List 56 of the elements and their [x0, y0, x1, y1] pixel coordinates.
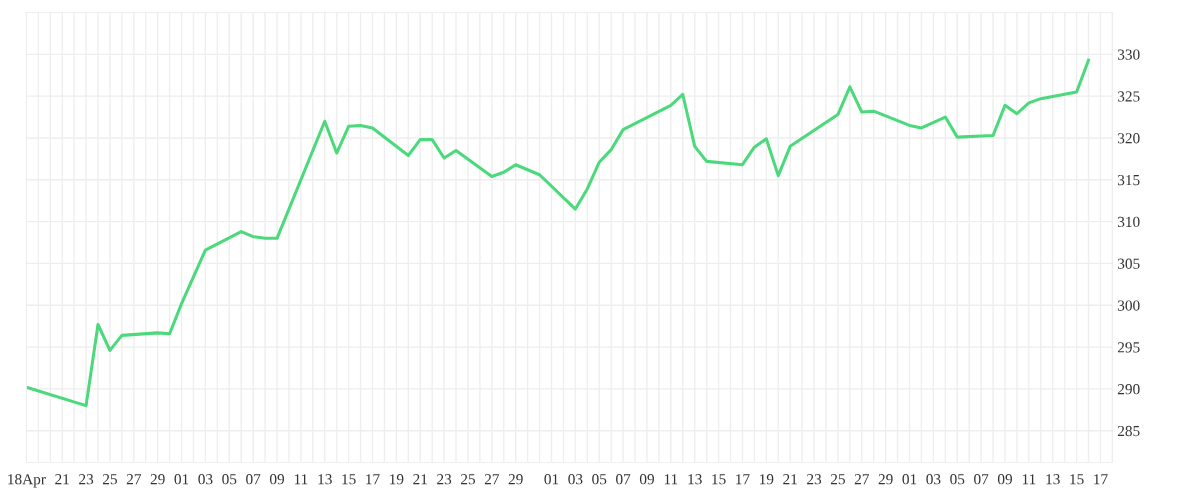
y-tick-label: 320 — [1117, 133, 1140, 144]
x-tick-label: 15 — [342, 474, 356, 485]
x-tick-label: 01 — [902, 474, 917, 485]
x-tick-label: 07 — [974, 474, 989, 485]
y-tick-label: 300 — [1117, 300, 1140, 311]
x-tick-label: 21 — [413, 474, 427, 485]
line-series — [26, 58, 1091, 408]
x-tick-label: 25 — [460, 474, 475, 485]
x-tick-label: 23 — [79, 474, 94, 485]
x-tick-label: 09 — [269, 474, 285, 485]
x-tick-label: 29 — [508, 474, 523, 485]
x-tick-label: 07 — [246, 474, 261, 485]
x-tick-label: 19 — [760, 474, 774, 485]
x-tick-label: 09 — [639, 474, 654, 485]
y-tick-label: 325 — [1117, 91, 1140, 102]
x-tick-label: 29 — [150, 474, 165, 485]
x-tick-label: 15 — [712, 474, 726, 485]
x-tick-label: 25 — [102, 474, 117, 485]
x-tick-label: 15 — [1070, 474, 1084, 485]
x-tick-label: 11 — [1022, 474, 1036, 485]
x-tick-label: 23 — [437, 474, 452, 485]
x-tick-label: 25 — [830, 474, 845, 485]
x-tick-label: 13 — [688, 474, 702, 485]
x-tick-label: 21 — [783, 474, 797, 485]
x-tick-label: 11 — [664, 474, 678, 485]
x-tick-label: 01 — [544, 474, 559, 485]
x-tick-label: 09 — [997, 474, 1013, 485]
x-tick-label: 27 — [484, 474, 500, 485]
y-tick-label: 290 — [1117, 384, 1140, 395]
x-tick-label: 21 — [55, 474, 69, 485]
x-tick-label: 18Apr — [8, 474, 46, 488]
x-tick-label: 05 — [592, 474, 607, 485]
x-tick-label: 03 — [568, 474, 583, 485]
x-tick-label: 13 — [1046, 474, 1060, 485]
x-tick-label: 05 — [950, 474, 965, 485]
x-tick-label: 11 — [294, 474, 308, 485]
y-tick-label: 285 — [1117, 425, 1140, 437]
x-tick-label: 03 — [926, 474, 941, 485]
x-tick-label: 19 — [390, 474, 404, 485]
x-tick-label: 17 — [366, 474, 380, 485]
y-tick-label: 295 — [1117, 342, 1140, 353]
x-tick-label: 17 — [1094, 474, 1108, 485]
x-tick-label: 07 — [616, 474, 631, 485]
x-tick-label: 01 — [174, 474, 189, 485]
x-tick-label: 27 — [126, 474, 142, 485]
x-tick-label: 05 — [222, 474, 237, 485]
x-tick-label: 13 — [318, 474, 332, 485]
y-tick-label: 310 — [1117, 216, 1140, 228]
x-tick-label: 27 — [854, 474, 869, 485]
y-tick-label: 305 — [1117, 258, 1140, 269]
x-tick-label: 29 — [878, 474, 893, 485]
x-tick-label: 23 — [807, 474, 822, 485]
x-tick-label: 03 — [198, 474, 213, 485]
y-tick-label: 330 — [1117, 49, 1140, 60]
x-tick-label: 17 — [736, 474, 750, 485]
y-tick-label: 315 — [1117, 174, 1140, 186]
